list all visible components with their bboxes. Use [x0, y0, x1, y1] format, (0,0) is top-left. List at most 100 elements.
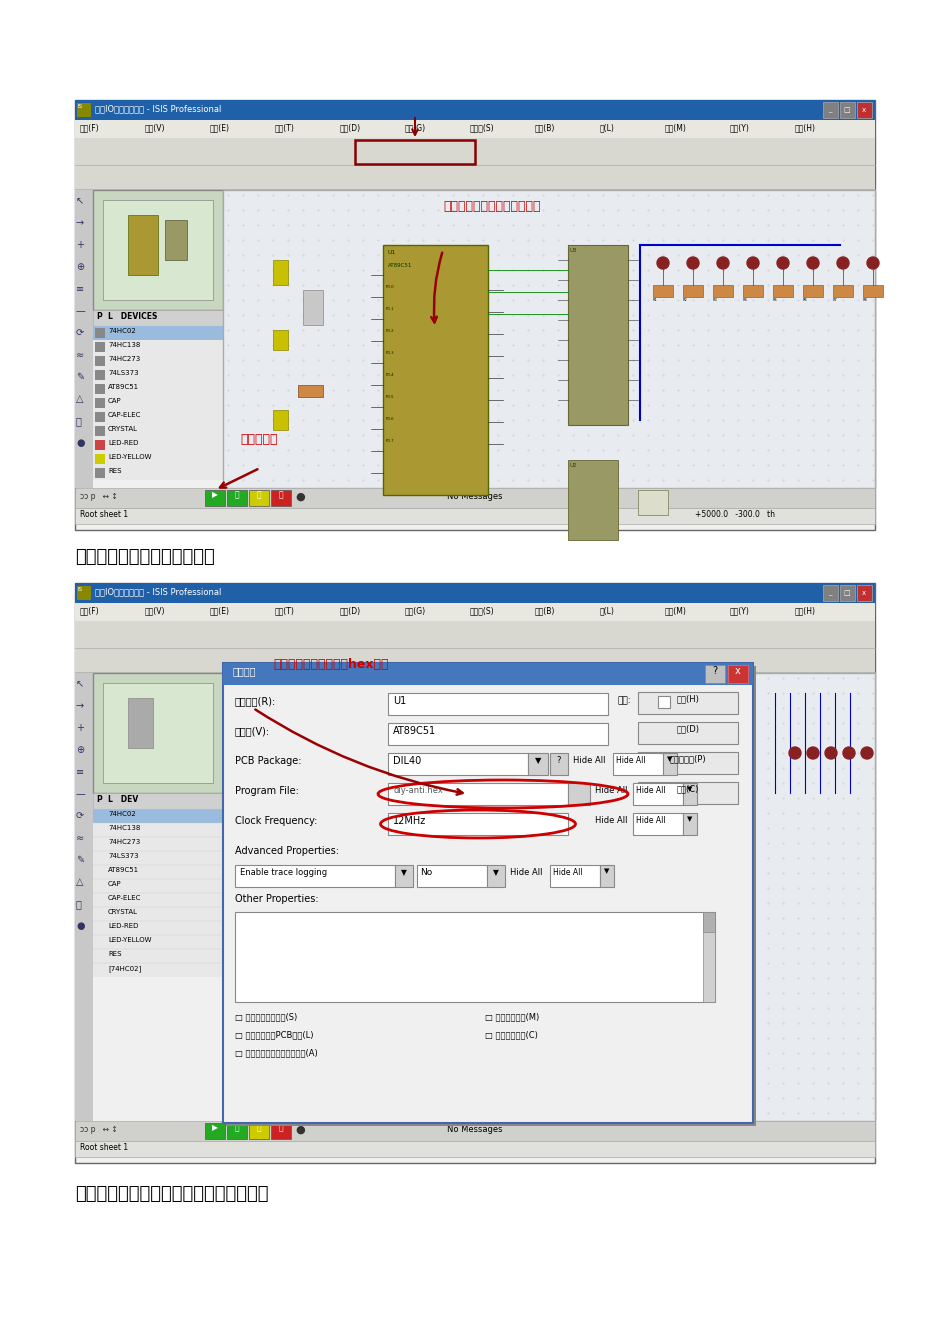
Bar — [93, 396, 223, 410]
Text: 系统(Y): 系统(Y) — [730, 124, 750, 132]
Text: □ 隐藏通用引脚(C): □ 隐藏通用引脚(C) — [485, 1030, 538, 1039]
Bar — [95, 426, 105, 435]
Text: ▼: ▼ — [535, 755, 541, 765]
Bar — [840, 102, 855, 118]
Bar — [743, 285, 763, 297]
Text: ●: ● — [295, 492, 305, 503]
Bar — [713, 285, 733, 297]
Bar — [528, 753, 548, 775]
Text: 74HC273: 74HC273 — [108, 356, 141, 362]
Text: Hide All: Hide All — [553, 868, 582, 878]
Text: 元件值(V):: 元件值(V): — [235, 726, 270, 737]
Bar — [75, 488, 875, 508]
Text: □ 附加层次模块(M): □ 附加层次模块(M) — [485, 1012, 540, 1021]
Bar — [638, 753, 738, 774]
Text: 隐藏:: 隐藏: — [618, 696, 632, 706]
Text: 74HC138: 74HC138 — [108, 825, 141, 831]
Text: ⟳: ⟳ — [76, 328, 85, 337]
Bar — [857, 102, 872, 118]
Circle shape — [657, 257, 669, 269]
Text: ●: ● — [76, 921, 85, 931]
Circle shape — [777, 257, 789, 269]
Text: ▶: ▶ — [212, 491, 218, 499]
Text: ⏹: ⏹ — [278, 491, 283, 499]
Bar — [75, 99, 875, 530]
Text: x: x — [862, 108, 866, 113]
Circle shape — [747, 257, 759, 269]
Text: LED-RED: LED-RED — [108, 439, 139, 446]
Bar — [93, 353, 223, 368]
Bar — [93, 921, 223, 935]
Bar — [303, 290, 323, 325]
Bar — [863, 285, 883, 297]
Text: diy-anti.hex: diy-anti.hex — [393, 786, 443, 796]
Text: R6: R6 — [803, 298, 808, 302]
Text: +: + — [76, 723, 84, 732]
Bar — [383, 245, 488, 495]
Text: 查看(V): 查看(V) — [145, 124, 165, 132]
Bar — [273, 331, 288, 349]
Text: 74LS373: 74LS373 — [108, 853, 139, 859]
Bar — [355, 140, 475, 164]
Text: U2: U2 — [570, 462, 578, 468]
Bar — [388, 784, 568, 805]
Text: P0.6: P0.6 — [386, 417, 394, 421]
Bar — [93, 410, 223, 423]
Circle shape — [843, 747, 855, 759]
Bar — [271, 491, 291, 505]
Text: 系统(Y): 系统(Y) — [730, 606, 750, 616]
Text: R2: R2 — [683, 298, 688, 302]
Text: ↄↄ p   ↔ ↕: ↄↄ p ↔ ↕ — [80, 1125, 118, 1134]
Bar — [103, 683, 213, 784]
Bar — [128, 215, 158, 276]
Text: 运行、停止: 运行、停止 — [240, 433, 277, 446]
Text: ↖: ↖ — [76, 679, 85, 689]
Text: Hide All: Hide All — [573, 755, 605, 765]
Text: 12MHz: 12MHz — [393, 816, 427, 827]
Bar — [227, 491, 247, 505]
Bar — [93, 340, 223, 353]
Bar — [95, 370, 105, 380]
Bar — [93, 964, 223, 977]
Text: 设计(D): 设计(D) — [340, 606, 361, 616]
Text: U1: U1 — [393, 696, 407, 706]
Text: P0.5: P0.5 — [386, 395, 394, 399]
Text: 74LS373: 74LS373 — [108, 370, 139, 376]
Bar — [487, 866, 505, 887]
Bar — [205, 1124, 225, 1138]
Bar — [227, 1124, 247, 1138]
Bar — [93, 837, 223, 851]
Bar — [95, 413, 105, 422]
Text: CAP: CAP — [108, 882, 122, 887]
Bar — [633, 813, 683, 835]
Text: DIL40: DIL40 — [393, 755, 421, 766]
Bar — [249, 491, 269, 505]
Text: 模板(M): 模板(M) — [665, 606, 687, 616]
Bar — [75, 583, 875, 603]
Text: 工具(T): 工具(T) — [275, 124, 294, 132]
Circle shape — [807, 257, 819, 269]
Text: 源代码(S): 源代码(S) — [470, 606, 495, 616]
Bar — [633, 784, 683, 805]
Text: ≈: ≈ — [76, 349, 85, 360]
Text: △: △ — [76, 394, 84, 405]
Bar — [93, 368, 223, 382]
Text: 设计(D): 设计(D) — [340, 124, 361, 132]
Text: +5000.0   -300.0   th: +5000.0 -300.0 th — [695, 509, 775, 519]
Text: ⊕: ⊕ — [76, 745, 85, 755]
Text: ✎: ✎ — [76, 855, 85, 866]
Text: ≡: ≡ — [76, 767, 85, 777]
Bar — [703, 913, 715, 931]
Bar — [93, 809, 223, 823]
Text: ≡: ≡ — [76, 284, 85, 294]
Text: 调试(B): 调试(B) — [535, 606, 556, 616]
Text: 调试(B): 调试(B) — [535, 124, 556, 132]
Text: 编辑(E): 编辑(E) — [210, 124, 230, 132]
Text: →: → — [76, 218, 85, 228]
Bar — [388, 694, 608, 715]
Text: No Messages: No Messages — [447, 492, 503, 501]
Text: ↄↄ p   ↔ ↕: ↄↄ p ↔ ↕ — [80, 492, 118, 501]
Text: ?: ? — [557, 755, 561, 765]
Bar — [103, 200, 213, 300]
Bar — [75, 621, 875, 649]
